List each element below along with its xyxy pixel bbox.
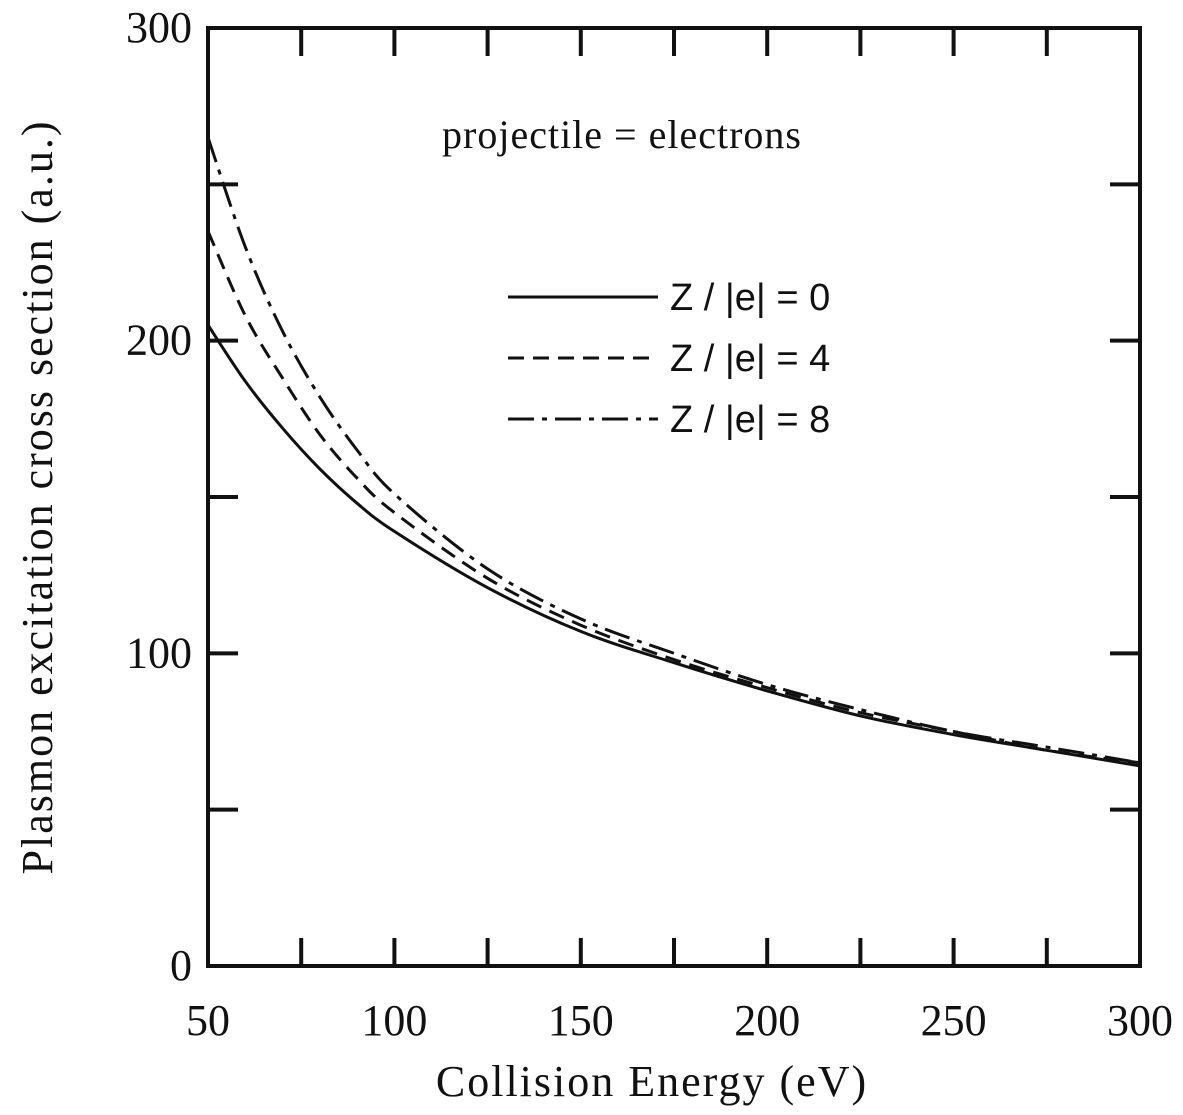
y-tick-label: 300 [126, 3, 192, 52]
legend-label-0: Z / |e| = 0 [670, 277, 830, 319]
y-tick-label: 100 [126, 628, 192, 677]
legend: Z / |e| = 0 Z / |e| = 4 Z / |e| = 8 [508, 277, 830, 441]
annotation-projectile: projectile = electrons [442, 112, 802, 157]
series-line-1 [206, 230, 1141, 765]
y-axis-title: Plasmon excitation cross section (a.u.) [13, 120, 62, 875]
x-tick-label: 50 [186, 996, 230, 1045]
x-tick-label: 250 [921, 996, 987, 1045]
y-tick-label: 200 [126, 316, 192, 365]
x-tick-label: 150 [548, 996, 614, 1045]
tick-labels: 50 100 150 200 250 300 0 100 200 300 [126, 3, 1173, 1045]
x-tick-label: 200 [734, 996, 800, 1045]
y-tick-label: 0 [170, 941, 192, 990]
legend-label-1: Z / |e| = 4 [670, 338, 830, 380]
legend-label-2: Z / |e| = 8 [670, 399, 830, 441]
series-line-0 [206, 324, 1141, 768]
axis-ticks [208, 28, 1140, 966]
series-group [206, 136, 1141, 768]
x-tick-label: 100 [361, 996, 427, 1045]
x-axis-title: Collision Energy (eV) [436, 1057, 868, 1106]
series-line-2 [206, 136, 1141, 765]
x-tick-label: 300 [1107, 996, 1173, 1045]
